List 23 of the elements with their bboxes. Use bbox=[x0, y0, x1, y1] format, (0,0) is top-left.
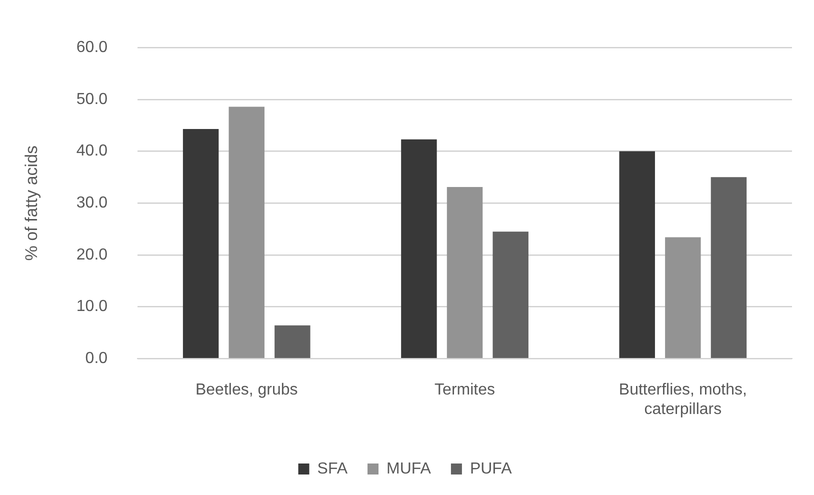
bar bbox=[619, 151, 655, 358]
y-axis-title: % of fatty acids bbox=[22, 145, 41, 261]
y-tick-label: 10.0 bbox=[76, 298, 108, 316]
legend-label: SFA bbox=[317, 460, 348, 478]
x-tick-label: Termites bbox=[434, 382, 495, 399]
y-tick-label: 40.0 bbox=[76, 142, 108, 160]
bar bbox=[492, 232, 528, 358]
legend-label: MUFA bbox=[386, 460, 432, 478]
legend-label: PUFA bbox=[470, 460, 512, 478]
bar bbox=[228, 106, 264, 358]
bar bbox=[710, 177, 747, 358]
y-tick-label: 50.0 bbox=[76, 90, 108, 108]
x-tick-label: Beetles, grubs bbox=[195, 382, 298, 399]
y-tick-label: 20.0 bbox=[76, 246, 108, 264]
bar bbox=[182, 128, 219, 358]
bar bbox=[274, 325, 310, 358]
bar bbox=[401, 139, 437, 358]
y-tick-label: 30.0 bbox=[76, 194, 108, 212]
bar bbox=[446, 187, 483, 358]
y-tick-label: 0.0 bbox=[85, 350, 108, 368]
bar bbox=[665, 237, 701, 358]
x-tick-label: Butterflies, moths, caterpillars bbox=[618, 382, 747, 418]
y-tick-label: 60.0 bbox=[76, 39, 108, 56]
